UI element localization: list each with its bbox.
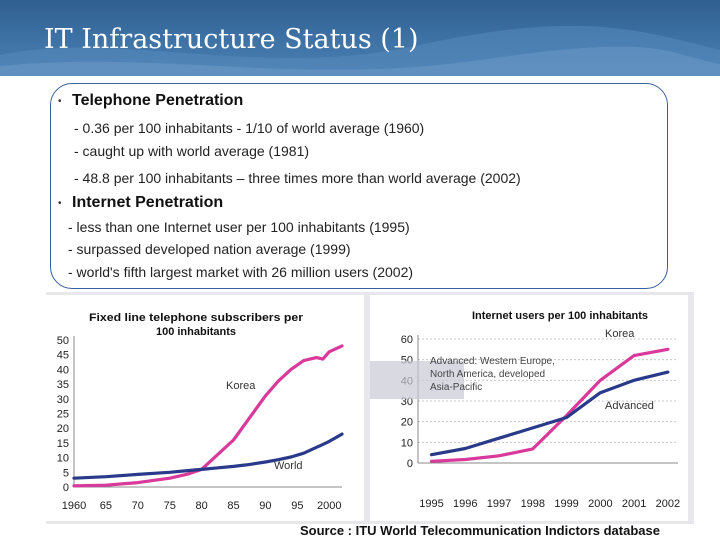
title-bar: IT Infrastructure Status (1) [0,0,720,76]
series-line-korea [429,347,670,463]
legend-note-line-3: Asia-Pacific [430,382,482,393]
text-box [50,83,668,289]
series-label-advanced: Advanced [605,400,654,412]
y-tick-label: 5 [63,467,69,479]
x-tick-label: 80 [195,500,207,512]
x-tick-label: 2000 [588,498,612,510]
internet-line-2: - surpassed developed nation average (19… [68,241,351,257]
x-tick-label: 2002 [656,498,680,510]
series-label-world: World [274,460,303,472]
x-tick-label: 70 [132,500,144,512]
chart1-title-line-1: Fixed line telephone subscribers per [89,312,304,324]
y-tick-label: 20 [57,423,69,435]
y-tick-label: 25 [57,409,69,421]
x-tick-label: 1999 [554,498,578,510]
series-line-world [72,432,344,480]
legend-note-line-1: Advanced: Western Europe, [430,356,555,367]
x-tick-label: 65 [100,500,112,512]
y-tick-label: 10 [401,437,413,449]
legend-note-box [370,361,464,399]
x-tick-label: 1996 [453,498,477,510]
telephone-line-3: - 48.8 per 100 inhabitants – three times… [74,170,521,186]
y-tick-label: 40 [57,364,69,376]
telephone-chart: Fixed line telephone subscribers per 100… [46,295,364,521]
telephone-line-1: - 0.36 per 100 inhabitants - 1/10 of wor… [74,120,425,136]
y-tick-label: 10 [57,453,69,465]
x-tick-label: 1997 [487,498,511,510]
bullet-dot: • [58,198,62,209]
series-line-korea [72,344,344,488]
y-tick-label: 0 [63,482,69,494]
series-line-advanced [429,370,670,457]
series-label-korea: Korea [226,380,256,392]
y-tick-label: 30 [57,394,69,406]
internet-line-1: - less than one Internet user per 100 in… [68,219,410,235]
legend-note-line-2: North America, developed [430,369,545,380]
y-tick-label: 15 [57,438,69,450]
source-note: Source : ITU World Telecommunication Ind… [300,523,660,538]
chart1-title-line-2: 100 inhabitants [156,326,236,338]
internet-chart: Internet users per 100 inhabitants 0 10 20… [370,295,688,521]
heading-internet: Internet Penetration [72,194,224,211]
y-tick-label: 50 [57,335,69,347]
y-tick-label: 35 [57,379,69,391]
bullet-dot: • [58,96,62,107]
x-tick-label: 75 [164,500,176,512]
x-tick-label: 2001 [622,498,646,510]
x-tick-label: 95 [291,500,303,512]
charts-panel: Fixed line telephone subscribers per 100… [46,292,694,524]
y-tick-label: 0 [407,458,413,470]
y-tick-label: 60 [401,334,413,346]
y-tick-label: 20 [401,417,413,429]
y-tick-label: 45 [57,350,69,362]
chart2-title: Internet users per 100 inhabitants [472,310,648,322]
series-label-korea: Korea [605,328,635,340]
x-tick-label: 2000 [317,500,341,512]
x-tick-label: 1998 [521,498,545,510]
x-tick-label: 1995 [419,498,443,510]
x-tick-label: 90 [259,500,271,512]
x-tick-label: 1960 [62,500,86,512]
internet-line-3: - world's fifth largest market with 26 m… [68,264,414,280]
slide-title: IT Infrastructure Status (1) [44,24,419,55]
telephone-line-2: - caught up with world average (1981) [74,143,310,159]
heading-telephone: Telephone Penetration [72,92,244,109]
x-tick-label: 85 [227,500,239,512]
header-wave-decoration [0,25,720,76]
